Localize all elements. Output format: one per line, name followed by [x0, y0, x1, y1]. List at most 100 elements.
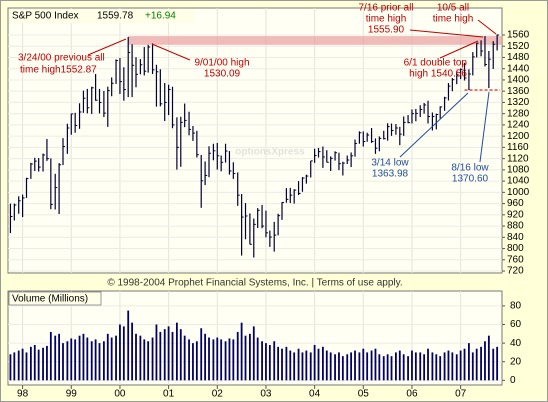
volume-bar: [13, 352, 16, 381]
volume-bar: [313, 344, 316, 381]
volume-bar: [471, 352, 474, 381]
arrow: [399, 92, 469, 158]
volume-bar: [37, 349, 40, 381]
y-tick-label: 880: [507, 221, 524, 232]
volume-bar: [143, 339, 146, 381]
y-tick-label: 800: [507, 243, 524, 254]
volume-bar: [378, 354, 381, 381]
y-tick-label: 720: [507, 266, 524, 277]
x-tick-label: 99: [66, 389, 78, 400]
x-tick-label: 01: [163, 389, 175, 400]
volume-bar: [317, 348, 320, 381]
volume-bar: [240, 322, 243, 381]
volume-bar: [167, 326, 170, 381]
volume-bar: [131, 322, 134, 381]
volume-bar: [94, 339, 97, 381]
volume-bar: [66, 341, 69, 381]
volume-bar: [33, 344, 36, 381]
volume-bar: [358, 352, 361, 381]
y-tick-label: 1160: [507, 142, 529, 153]
annotation-arrows: [399, 91, 490, 163]
annotation: 3/14 low: [371, 158, 409, 169]
volume-bar: [29, 346, 32, 381]
y-tick-label: 1200: [507, 131, 530, 142]
volume-bar: [204, 333, 207, 381]
volume-bar: [443, 352, 446, 381]
volume-bar: [301, 352, 304, 381]
volume-bar: [419, 352, 422, 381]
volume-bar: [297, 348, 300, 381]
volume-bar: [49, 331, 52, 381]
volume-bar: [232, 339, 235, 381]
annotation: 8/16 low: [451, 163, 489, 174]
volume-bar: [74, 339, 77, 381]
volume-bar: [17, 350, 20, 381]
volume-bar: [175, 322, 178, 381]
x-tick-label: 05: [358, 389, 370, 400]
volume-bar: [135, 333, 137, 381]
resistance-band: [128, 36, 502, 45]
volume-bar: [236, 331, 239, 381]
volume-bar: [492, 348, 495, 381]
volume-bar: [115, 335, 117, 381]
volume-bar: [9, 354, 12, 381]
volume-bar: [228, 338, 231, 381]
volume-bar: [62, 343, 64, 381]
y-tick-label: 1320: [507, 97, 530, 108]
y-tick-label: 1280: [507, 108, 530, 119]
volume-bar: [268, 344, 271, 381]
volume-bar: [475, 348, 478, 381]
volume-bar: [82, 333, 85, 381]
volume-bar: [102, 341, 105, 381]
volume-bar: [216, 337, 219, 381]
y-tick-label: 1440: [507, 63, 530, 74]
volume-bar: [192, 343, 194, 381]
arrow: [87, 38, 127, 56]
volume-bar: [147, 341, 150, 381]
y-tick-label: 40: [510, 338, 522, 349]
volume-title-box: [8, 291, 102, 306]
y-tick-label: 960: [507, 198, 524, 209]
volume-bar: [78, 335, 81, 381]
volume-bar: [374, 348, 377, 381]
volume-bar: [341, 356, 344, 381]
y-tick-label: 60: [510, 319, 522, 330]
volume-bar: [382, 356, 385, 381]
volume-bar: [195, 341, 198, 381]
volume-bar: [468, 343, 470, 381]
x-tick-label: 04: [309, 389, 321, 400]
copyright: © 1998-2004 Prophet Financial Systems, I…: [107, 278, 402, 289]
volume-bar: [256, 337, 259, 381]
volume-bar: [248, 333, 251, 381]
annotation: 1530.09: [204, 69, 241, 80]
volume-bar: [281, 348, 283, 381]
annotations: 3/24/00 previous all time high1552.87 9/…: [18, 3, 497, 185]
volume-bar: [305, 350, 308, 381]
volume-bar: [159, 331, 162, 381]
volume-bar: [98, 343, 101, 381]
arrow: [409, 29, 484, 38]
arrow: [439, 40, 479, 59]
volume-bar: [455, 354, 458, 381]
volume-bar: [451, 352, 454, 381]
volume-bar: [423, 354, 426, 381]
x-tick-label: 00: [114, 389, 126, 400]
volume-bar: [390, 356, 393, 381]
volume-bar: [362, 348, 365, 381]
volume-bar: [252, 326, 255, 381]
arrow: [479, 91, 490, 163]
volume-bar: [139, 335, 142, 381]
y-tick-label: 1120: [507, 153, 529, 164]
volume-bar: [289, 350, 292, 381]
volume-bar: [329, 352, 332, 381]
volume-bar: [127, 310, 130, 381]
volume-bar: [119, 324, 121, 381]
watermark: optionsXpress: [235, 147, 305, 158]
volume-bar: [58, 333, 61, 381]
volume-bar: [183, 335, 186, 381]
volume-bar: [265, 343, 267, 381]
volume-bar: [350, 352, 353, 381]
volume-bar: [224, 341, 227, 381]
